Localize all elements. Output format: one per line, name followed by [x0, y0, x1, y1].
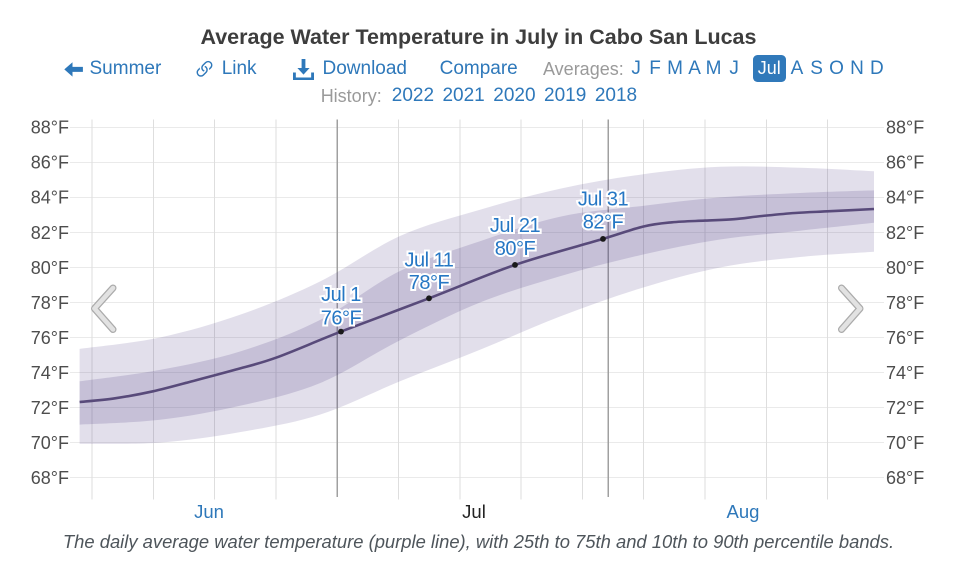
svg-text:Jul 31: Jul 31 [578, 189, 629, 211]
svg-text:70°F: 70°F [31, 433, 69, 453]
svg-text:80°F: 80°F [31, 258, 69, 278]
svg-text:82°F: 82°F [31, 223, 69, 243]
svg-text:82°F: 82°F [886, 223, 924, 243]
svg-text:72°F: 72°F [31, 398, 69, 418]
svg-text:76°F: 76°F [321, 308, 362, 330]
svg-text:Jul 21: Jul 21 [490, 215, 541, 237]
svg-text:84°F: 84°F [31, 188, 69, 208]
svg-text:80°F: 80°F [495, 238, 536, 260]
svg-text:72°F: 72°F [886, 398, 924, 418]
svg-text:Jul 1: Jul 1 [321, 284, 361, 306]
svg-text:76°F: 76°F [886, 328, 924, 348]
svg-text:78°F: 78°F [31, 293, 69, 313]
svg-text:76°F: 76°F [31, 328, 69, 348]
svg-text:80°F: 80°F [886, 258, 924, 278]
svg-text:68°F: 68°F [886, 468, 924, 488]
svg-text:78°F: 78°F [886, 293, 924, 313]
svg-text:74°F: 74°F [31, 363, 69, 383]
svg-text:88°F: 88°F [886, 118, 924, 138]
svg-text:86°F: 86°F [31, 153, 69, 173]
svg-text:68°F: 68°F [31, 468, 69, 488]
svg-text:74°F: 74°F [886, 363, 924, 383]
svg-text:70°F: 70°F [886, 433, 924, 453]
svg-text:84°F: 84°F [886, 188, 924, 208]
svg-text:88°F: 88°F [31, 118, 69, 138]
svg-text:78°F: 78°F [409, 272, 450, 294]
svg-text:82°F: 82°F [583, 212, 624, 234]
svg-text:Jul 11: Jul 11 [405, 249, 454, 271]
svg-text:86°F: 86°F [886, 153, 924, 173]
